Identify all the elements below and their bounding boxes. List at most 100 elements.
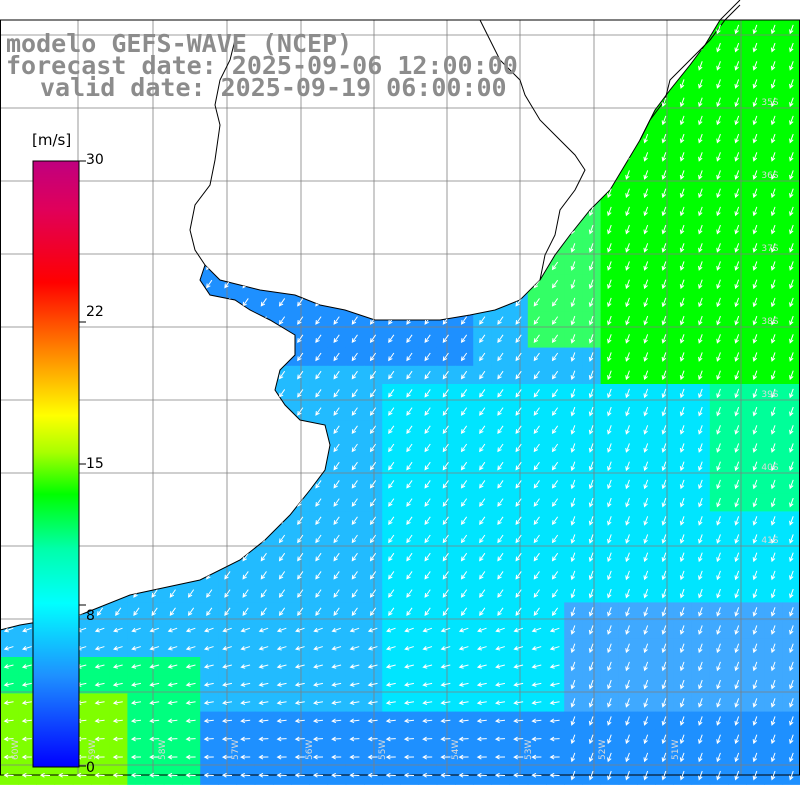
wind-arrow-icon xyxy=(643,334,649,344)
wind-arrow-icon xyxy=(661,388,667,399)
wind-arrow-icon xyxy=(240,664,251,669)
wind-arrow-icon xyxy=(460,498,468,507)
wind-arrow-icon xyxy=(679,534,685,544)
wind-arrow-icon xyxy=(479,316,486,325)
wind-arrow-icon xyxy=(460,352,468,362)
wind-arrow-icon xyxy=(716,42,721,53)
wind-arrow-icon xyxy=(607,643,612,654)
wind-arrow-icon xyxy=(661,516,667,526)
wind-arrow-icon xyxy=(369,425,377,435)
wind-arrow-icon xyxy=(458,772,469,778)
wind-arrow-icon xyxy=(351,552,358,562)
wind-arrow-icon xyxy=(167,718,178,724)
wind-arrow-icon xyxy=(716,643,721,654)
wind-arrow-icon xyxy=(204,627,214,633)
wind-arrow-icon xyxy=(752,752,758,763)
wind-arrow-icon xyxy=(716,24,721,35)
wind-arrow-icon xyxy=(679,443,685,453)
wind-arrow-icon xyxy=(513,664,524,669)
wind-arrow-icon xyxy=(752,315,758,326)
wind-arrow-icon xyxy=(679,224,685,235)
wind-arrow-icon xyxy=(331,646,342,651)
wind-arrow-icon xyxy=(240,682,251,687)
wind-arrow-icon xyxy=(313,627,323,633)
wind-arrow-icon xyxy=(625,716,630,726)
wind-arrow-icon xyxy=(607,315,612,326)
wind-arrow-icon xyxy=(385,754,396,760)
latitude-label: 39S xyxy=(761,390,778,400)
wind-arrow-icon xyxy=(388,607,395,617)
wind-arrow-icon xyxy=(770,516,776,526)
colorbar-label-15: 15 xyxy=(86,456,104,472)
wind-arrow-icon xyxy=(679,752,685,763)
wind-arrow-icon xyxy=(570,370,576,381)
wind-arrow-icon xyxy=(442,389,449,398)
wind-arrow-icon xyxy=(297,571,304,580)
wind-arrow-icon xyxy=(588,334,594,344)
wind-arrow-icon xyxy=(458,736,469,742)
wind-arrow-icon xyxy=(679,170,685,180)
wind-arrow-icon xyxy=(94,736,105,742)
wind-arrow-icon xyxy=(716,698,721,708)
wind-arrow-icon xyxy=(625,516,630,526)
wind-arrow-icon xyxy=(734,206,740,217)
wind-arrow-icon xyxy=(131,646,141,651)
wind-arrow-icon xyxy=(570,461,576,472)
wind-arrow-icon xyxy=(570,698,576,708)
wind-arrow-icon xyxy=(716,261,721,271)
wind-arrow-icon xyxy=(770,297,776,308)
wind-arrow-icon xyxy=(294,682,305,687)
wind-arrow-icon xyxy=(734,425,740,435)
wind-arrow-icon xyxy=(3,736,14,742)
wind-arrow-icon xyxy=(661,588,667,599)
wind-arrow-icon xyxy=(679,152,685,162)
wind-arrow-icon xyxy=(94,682,105,687)
wind-arrow-icon xyxy=(458,627,469,633)
wind-arrow-icon xyxy=(351,589,358,598)
wind-arrow-icon xyxy=(406,589,413,598)
wind-arrow-icon xyxy=(149,664,160,669)
wind-arrow-icon xyxy=(476,700,487,706)
wind-arrow-icon xyxy=(367,627,378,633)
wind-arrow-icon xyxy=(497,370,504,380)
wind-arrow-icon xyxy=(752,461,758,472)
wind-arrow-icon xyxy=(94,754,105,760)
wind-arrow-icon xyxy=(3,627,14,633)
wind-arrow-icon xyxy=(424,352,431,362)
wind-arrow-icon xyxy=(442,607,449,617)
wind-arrow-icon xyxy=(533,316,540,325)
wind-arrow-icon xyxy=(789,425,794,435)
wind-arrow-icon xyxy=(588,297,594,308)
wind-arrow-icon xyxy=(315,407,322,416)
wind-arrow-icon xyxy=(406,516,413,526)
wind-arrow-icon xyxy=(661,206,667,217)
wind-arrow-icon xyxy=(151,607,158,617)
wind-arrow-icon xyxy=(460,607,468,617)
wind-arrow-icon xyxy=(333,389,340,398)
wind-arrow-icon xyxy=(770,588,776,599)
wind-arrow-icon xyxy=(588,698,594,708)
wind-arrow-icon xyxy=(661,406,667,417)
wind-arrow-icon xyxy=(349,736,360,742)
wind-arrow-icon xyxy=(149,646,160,651)
wind-arrow-icon xyxy=(716,352,721,362)
wind-arrow-icon xyxy=(661,734,667,745)
wind-arrow-icon xyxy=(698,188,703,199)
wind-arrow-icon xyxy=(424,461,431,471)
wind-arrow-icon xyxy=(679,406,685,417)
wind-arrow-icon xyxy=(3,682,14,687)
wind-arrow-icon xyxy=(607,461,612,472)
wind-arrow-icon xyxy=(716,734,721,745)
wind-arrow-icon xyxy=(185,754,196,760)
wind-arrow-icon xyxy=(588,425,594,435)
wind-arrow-icon xyxy=(185,682,196,687)
wind-arrow-icon xyxy=(734,334,740,344)
wind-arrow-icon xyxy=(789,315,794,326)
wind-arrow-icon xyxy=(369,607,377,617)
wind-arrow-icon xyxy=(442,589,449,598)
wind-arrow-icon xyxy=(770,625,776,635)
wind-arrow-icon xyxy=(770,97,776,108)
wind-arrow-icon xyxy=(734,152,740,162)
wind-arrow-icon xyxy=(789,170,794,180)
wind-arrow-icon xyxy=(625,552,630,563)
